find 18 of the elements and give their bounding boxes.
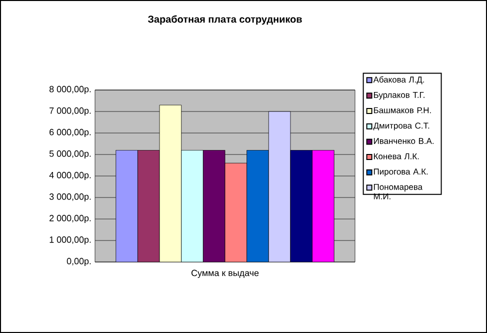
y-tick-label: 0,00р. [66, 258, 91, 266]
y-tick-label: 1 000,00р. [50, 236, 91, 245]
y-tick-label: 7 000,00р. [50, 107, 91, 116]
legend-label: Башмаков Р.Н. [374, 107, 431, 114]
y-tick-label: 6 000,00р. [50, 128, 91, 138]
y-tick-label: 5 000,00р. [49, 150, 91, 159]
legend-label: Абакова Л.Д. [373, 76, 424, 84]
legend-label: Дмитрова С.Т. [373, 122, 430, 130]
y-tick-label: 3 000,00р. [49, 193, 91, 202]
legend-label: Иванченко В.А. [374, 138, 434, 144]
y-tick-label: 8 000,00р. [49, 86, 91, 94]
legend-label: Пирогова А.К. [374, 168, 428, 176]
chart-title: Заработная плата сотрудников [148, 15, 302, 25]
legend-label: Бурлаков Т.Г. [374, 92, 424, 100]
x-tick-label: Сумма к выдаче [191, 270, 259, 278]
y-tick-label: 4 000,00р. [49, 172, 91, 180]
y-tick-label: 2 000,00р. [50, 214, 91, 224]
legend-label: Конева Л.К. [374, 153, 419, 160]
